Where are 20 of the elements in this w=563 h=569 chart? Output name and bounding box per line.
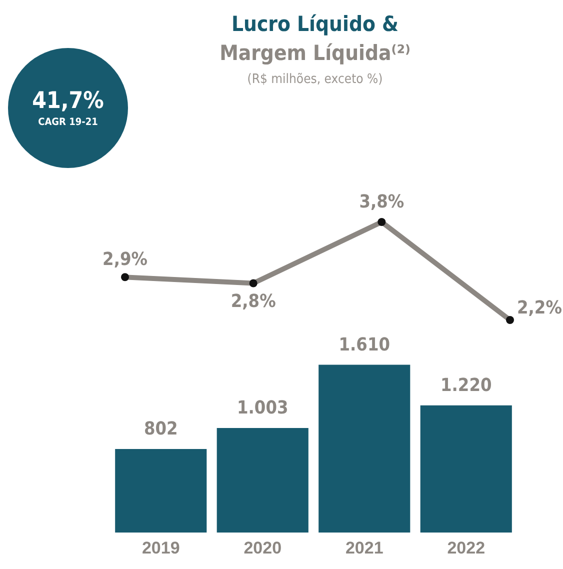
text: 41,7% (31, 88, 105, 114)
text: CAGR 19-21 (37, 117, 99, 128)
bar (420, 405, 512, 533)
chart-subtitle: (R$ milhões, exceto %) (246, 72, 384, 87)
x-tick-label: 2021 (345, 538, 384, 558)
data-label: 1.220 (440, 375, 492, 396)
data-label: 1.610 (338, 334, 390, 356)
x-tick-label: 2022 (447, 538, 486, 558)
bar (318, 364, 410, 533)
x-tick-label: 2019 (142, 538, 180, 558)
data-label: 2,9% (102, 248, 148, 270)
data-label: 2,8% (230, 290, 276, 312)
bar (115, 448, 207, 533)
data-label: 1.003 (237, 398, 288, 419)
data-label: 2,2% (517, 298, 562, 319)
data-label: 802 (144, 418, 178, 440)
x-tick-label: 2020 (244, 538, 282, 558)
data-label: 3,8% (359, 192, 404, 213)
bar (216, 428, 308, 533)
chart-title: Lucro Líquido & Margem Líquida⁽²⁾ (220, 12, 410, 65)
